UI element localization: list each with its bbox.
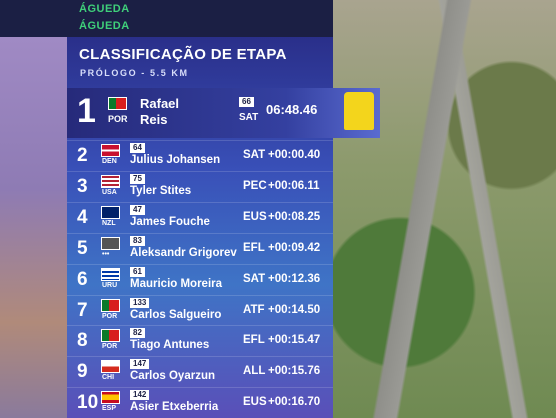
time-gap: +00:06.11 bbox=[268, 179, 320, 192]
flag bbox=[101, 236, 120, 250]
rider-name: Carlos Salgueiro bbox=[130, 308, 222, 321]
position: 2 bbox=[77, 145, 88, 166]
aerial-background bbox=[333, 0, 556, 418]
country-code: POR bbox=[102, 312, 118, 320]
bib: 82 bbox=[130, 328, 145, 339]
country-code: NZL bbox=[102, 219, 116, 227]
country-code: ••• bbox=[102, 250, 110, 258]
town-label: ÁGUEDA bbox=[79, 20, 130, 32]
leader-row bbox=[67, 88, 380, 138]
bib: 147 bbox=[130, 359, 150, 370]
standings-row bbox=[67, 263, 333, 295]
leader-jersey bbox=[344, 92, 374, 130]
team: EUS bbox=[243, 210, 267, 223]
bib: 47 bbox=[130, 204, 145, 215]
country-code: URU bbox=[102, 281, 118, 289]
time: 06:48.46 bbox=[266, 102, 318, 117]
standings-row bbox=[67, 356, 333, 387]
country-code: CHI bbox=[102, 374, 115, 382]
position: 8 bbox=[77, 330, 88, 352]
team: EUS bbox=[243, 396, 267, 409]
team: EFL bbox=[243, 334, 265, 347]
standings-row bbox=[67, 387, 333, 418]
time-gap: +00:09.42 bbox=[268, 241, 321, 254]
bib: 142 bbox=[130, 390, 150, 401]
country-code: USA bbox=[102, 188, 117, 196]
bib: 64 bbox=[130, 143, 145, 153]
flag bbox=[101, 329, 120, 343]
bib: 83 bbox=[130, 235, 145, 246]
standings-row bbox=[67, 232, 333, 264]
standings-row bbox=[67, 325, 333, 356]
rider-name: Aleksandr Grigorev bbox=[130, 246, 237, 259]
position: 7 bbox=[77, 299, 88, 321]
position: 4 bbox=[77, 206, 88, 228]
subtitle: PRÓLOGO - 5.5 KM bbox=[80, 68, 189, 78]
team: PEC bbox=[243, 179, 267, 192]
rider-name: Mauricio Moreira bbox=[130, 277, 223, 290]
flag bbox=[101, 360, 120, 374]
blurred-background bbox=[0, 36, 67, 418]
time-gap: +00:12.36 bbox=[268, 272, 321, 285]
rider-name: James Fouche bbox=[130, 215, 210, 228]
flag bbox=[101, 298, 120, 312]
position: 9 bbox=[77, 361, 88, 383]
top-bar bbox=[0, 0, 333, 37]
title: CLASSIFICAÇÃO DE ETAPA bbox=[79, 46, 287, 63]
standings-row bbox=[67, 170, 333, 202]
flag bbox=[108, 97, 127, 110]
flag bbox=[101, 267, 120, 281]
time-gap: +00:08.25 bbox=[268, 210, 321, 223]
team: SAT bbox=[243, 272, 266, 285]
last-name: Reis bbox=[140, 112, 168, 127]
rider-name: Tyler Stites bbox=[130, 184, 192, 197]
bib: 75 bbox=[130, 173, 145, 184]
position: 10 bbox=[77, 392, 99, 414]
time-gap: +00:14.50 bbox=[268, 303, 321, 316]
country-code: POR bbox=[102, 343, 118, 351]
rider-name: Julius Johansen bbox=[130, 154, 221, 166]
team: SAT bbox=[243, 149, 266, 161]
standings-row bbox=[67, 201, 333, 233]
time-gap: +00:15.47 bbox=[268, 334, 321, 347]
standings-row bbox=[67, 140, 333, 171]
bib: 66 bbox=[239, 97, 254, 107]
rider-name: Carlos Oyarzun bbox=[130, 370, 215, 383]
bib: 133 bbox=[130, 297, 150, 308]
standings-row bbox=[67, 294, 333, 326]
first-name: Rafael bbox=[140, 96, 180, 111]
flag bbox=[101, 174, 120, 188]
leader-position: 1 bbox=[77, 92, 96, 130]
team: ATF bbox=[243, 303, 265, 316]
team: ALL bbox=[243, 365, 266, 378]
country-code: ESP bbox=[102, 405, 117, 413]
bib: 61 bbox=[130, 266, 145, 277]
flag bbox=[101, 391, 120, 405]
country-code: POR bbox=[108, 114, 128, 124]
town-label: ÁGUEDA bbox=[79, 3, 130, 15]
time-gap: +00:15.76 bbox=[268, 365, 321, 378]
position: 5 bbox=[77, 237, 88, 259]
team: EFL bbox=[243, 241, 265, 254]
position: 6 bbox=[77, 268, 88, 290]
time-gap: +00:00.40 bbox=[268, 149, 321, 161]
rider-name: Tiago Antunes bbox=[130, 339, 210, 352]
flag bbox=[101, 144, 120, 157]
time-gap: +00:16.70 bbox=[268, 396, 321, 409]
flag bbox=[101, 205, 120, 219]
team: SAT bbox=[239, 112, 259, 123]
position: 3 bbox=[77, 175, 88, 197]
rider-name: Asier Etxeberria bbox=[130, 401, 219, 414]
country-code: DEN bbox=[102, 158, 117, 165]
